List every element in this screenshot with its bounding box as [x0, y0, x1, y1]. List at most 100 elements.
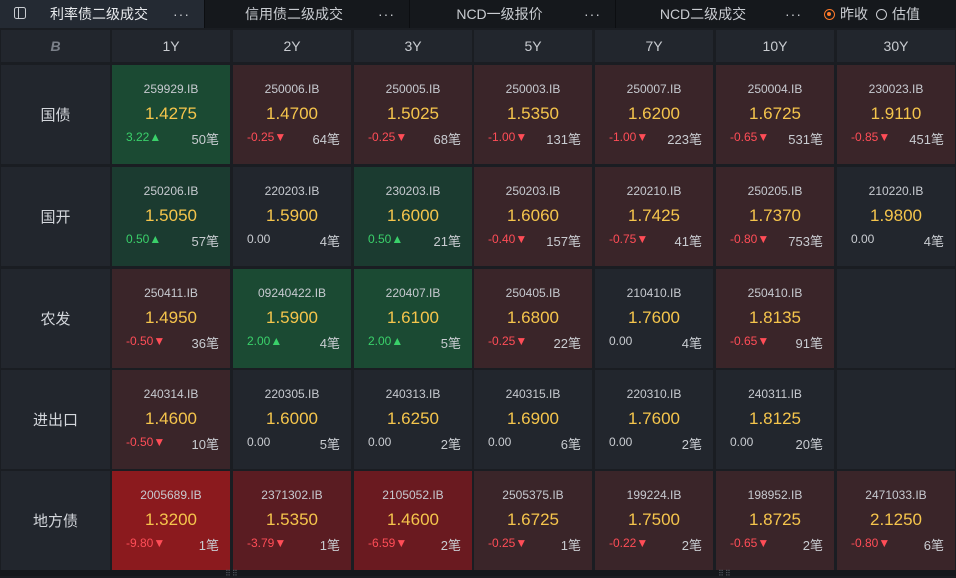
bond-code: 09240422.IB	[257, 286, 327, 300]
quote-cell[interactable]: 250007.IB 1.6200 -1.00▼ 223笔	[595, 65, 713, 164]
brand-logo-icon: B	[50, 38, 61, 54]
corner-cell: B	[1, 30, 110, 62]
quote-cell[interactable]: 220305.IB 1.6000 0.00 5笔	[233, 370, 351, 469]
more-icon[interactable]: ···	[173, 6, 190, 22]
quote-cell[interactable]: 240315.IB 1.6900 0.00 6笔	[474, 370, 592, 469]
quote-cell[interactable]: 240311.IB 1.8125 0.00 20笔	[716, 370, 834, 469]
quote-cell[interactable]: 198952.IB 1.8725 -0.65▼ 2笔	[716, 471, 834, 570]
tab-ncd-secondary[interactable]: NCD二级成交 ···	[616, 0, 816, 28]
trade-count: 41笔	[674, 234, 702, 249]
bond-code: 220407.IB	[385, 286, 441, 300]
quote-cell[interactable]: 220310.IB 1.7600 0.00 2笔	[595, 370, 713, 469]
radio-prev-close[interactable]: 昨收	[824, 4, 868, 24]
yield-value: 1.7425	[628, 206, 680, 225]
bond-code: 240315.IB	[505, 387, 561, 401]
more-icon[interactable]: ···	[378, 6, 395, 22]
column-header: 5Y	[474, 30, 592, 62]
quote-cell[interactable]: 240314.IB 1.4600 -0.50▼ 10笔	[112, 370, 230, 469]
quote-cell[interactable]: 250004.IB 1.6725 -0.65▼ 531笔	[716, 65, 834, 164]
trade-count: 5笔	[319, 437, 340, 452]
quote-cell[interactable]: 250203.IB 1.6060 -0.40▼ 157笔	[474, 167, 592, 266]
trade-count: 6笔	[923, 538, 944, 553]
more-icon[interactable]: ···	[584, 6, 601, 22]
tab-rate-bond-secondary[interactable]: 利率债二级成交 ···	[0, 0, 205, 28]
trade-count: 36笔	[191, 336, 219, 351]
quote-cell[interactable]: 250003.IB 1.5350 -1.00▼ 131笔	[474, 65, 592, 164]
trade-count: 4笔	[923, 234, 944, 249]
row-header: 国开	[1, 167, 110, 266]
yield-change: -3.79▼	[247, 536, 287, 550]
resize-bar[interactable]: ⠿⠿ ⠿⠿	[0, 569, 956, 578]
quote-cell[interactable]: 220203.IB 1.5900 0.00 4笔	[233, 167, 351, 266]
quote-cell[interactable]: 199224.IB 1.7500 -0.22▼ 2笔	[595, 471, 713, 570]
radio-valuation[interactable]: 估值	[876, 4, 920, 24]
bond-code: 210410.IB	[626, 286, 682, 300]
trade-count: 4笔	[319, 234, 340, 249]
quote-cell[interactable]: 2371302.IB 1.5350 -3.79▼ 1笔	[233, 471, 351, 570]
quote-cell[interactable]: 250405.IB 1.6800 -0.25▼ 22笔	[474, 269, 592, 368]
quote-cell[interactable]: 250206.IB 1.5050 0.50▲ 57笔	[112, 167, 230, 266]
yield-value: 1.3200	[145, 510, 197, 529]
bond-code: 220210.IB	[626, 184, 682, 198]
yield-change: -0.85▼	[851, 130, 891, 144]
resize-handle-icon[interactable]: ⠿⠿	[718, 569, 732, 578]
tab-ncd-primary-quote[interactable]: NCD一级报价 ···	[410, 0, 616, 28]
trade-count: 451笔	[909, 132, 944, 147]
trade-count: 10笔	[191, 437, 219, 452]
quote-cell[interactable]: 2105052.IB 1.4600 -6.59▼ 2笔	[354, 471, 472, 570]
trade-count: 753笔	[788, 234, 823, 249]
bond-code: 240314.IB	[143, 387, 199, 401]
quote-cell[interactable]: 220210.IB 1.7425 -0.75▼ 41笔	[595, 167, 713, 266]
trade-count: 1笔	[198, 538, 219, 553]
more-icon[interactable]: ···	[785, 6, 802, 22]
quote-cell[interactable]: 2505375.IB 1.6725 -0.25▼ 1笔	[474, 471, 592, 570]
trade-count: 1笔	[560, 538, 581, 553]
quote-cell[interactable]: 220407.IB 1.6100 2.00▲ 5笔	[354, 269, 472, 368]
quote-cell[interactable]: 230203.IB 1.6000 0.50▲ 21笔	[354, 167, 472, 266]
radio-label: 昨收	[840, 6, 868, 22]
row-header: 国债	[1, 65, 110, 164]
radio-selected-icon	[824, 8, 835, 20]
yield-change: 0.00	[247, 435, 271, 449]
quote-cell[interactable]: 250411.IB 1.4950 -0.50▼ 36笔	[112, 269, 230, 368]
quote-cell[interactable]: 09240422.IB 1.5900 2.00▲ 4笔	[233, 269, 351, 368]
quote-cell[interactable]: 250205.IB 1.7370 -0.80▼ 753笔	[716, 167, 834, 266]
yield-change: -0.25▼	[488, 536, 528, 550]
yield-change: 0.00	[609, 334, 633, 348]
trade-count: 223笔	[667, 132, 702, 147]
yield-value: 1.6800	[507, 308, 559, 327]
yield-value: 1.4275	[145, 104, 197, 123]
resize-handle-icon[interactable]: ⠿⠿	[225, 569, 239, 578]
quote-cell[interactable]: 259929.IB 1.4275 3.22▲ 50笔	[112, 65, 230, 164]
quote-cell[interactable]: 250006.IB 1.4700 -0.25▼ 64笔	[233, 65, 351, 164]
yield-change: -0.50▼	[126, 435, 166, 449]
trade-count: 2笔	[681, 437, 702, 452]
yield-value: 1.7370	[749, 206, 801, 225]
bond-code: 240311.IB	[748, 387, 802, 401]
quote-cell[interactable]: 2005689.IB 1.3200 -9.80▼ 1笔	[112, 471, 230, 570]
quote-cell[interactable]: 230023.IB 1.9110 -0.85▼ 451笔	[837, 65, 955, 164]
quote-cell[interactable]: 210410.IB 1.7600 0.00 4笔	[595, 269, 713, 368]
tab-credit-bond-secondary[interactable]: 信用债二级成交 ···	[205, 0, 410, 28]
bond-code: 250205.IB	[747, 184, 803, 198]
trade-count: 50笔	[191, 132, 219, 147]
yield-value: 1.6725	[507, 510, 559, 529]
bond-code: 250405.IB	[505, 286, 561, 300]
yield-value: 1.5025	[387, 104, 439, 123]
radio-unselected-icon	[876, 8, 887, 20]
quote-cell[interactable]: 2471033.IB 2.1250 -0.80▼ 6笔	[837, 471, 955, 570]
tab-label: 信用债二级成交	[245, 6, 343, 22]
yield-change: 0.50▲	[368, 232, 404, 246]
quote-cell[interactable]: 210220.IB 1.9800 0.00 4笔	[837, 167, 955, 266]
column-header: 10Y	[716, 30, 834, 62]
bond-code: 250206.IB	[143, 184, 199, 198]
quote-cell[interactable]: 250410.IB 1.8135 -0.65▼ 91笔	[716, 269, 834, 368]
tab-label: NCD一级报价	[456, 6, 543, 22]
trade-count: 5笔	[440, 336, 461, 351]
yield-value: 1.6000	[266, 409, 318, 428]
trade-count: 1笔	[319, 538, 340, 553]
bond-code: 250410.IB	[747, 286, 803, 300]
quote-cell[interactable]: 240313.IB 1.6250 0.00 2笔	[354, 370, 472, 469]
collapse-icon[interactable]	[14, 7, 26, 19]
quote-cell[interactable]: 250005.IB 1.5025 -0.25▼ 68笔	[354, 65, 472, 164]
